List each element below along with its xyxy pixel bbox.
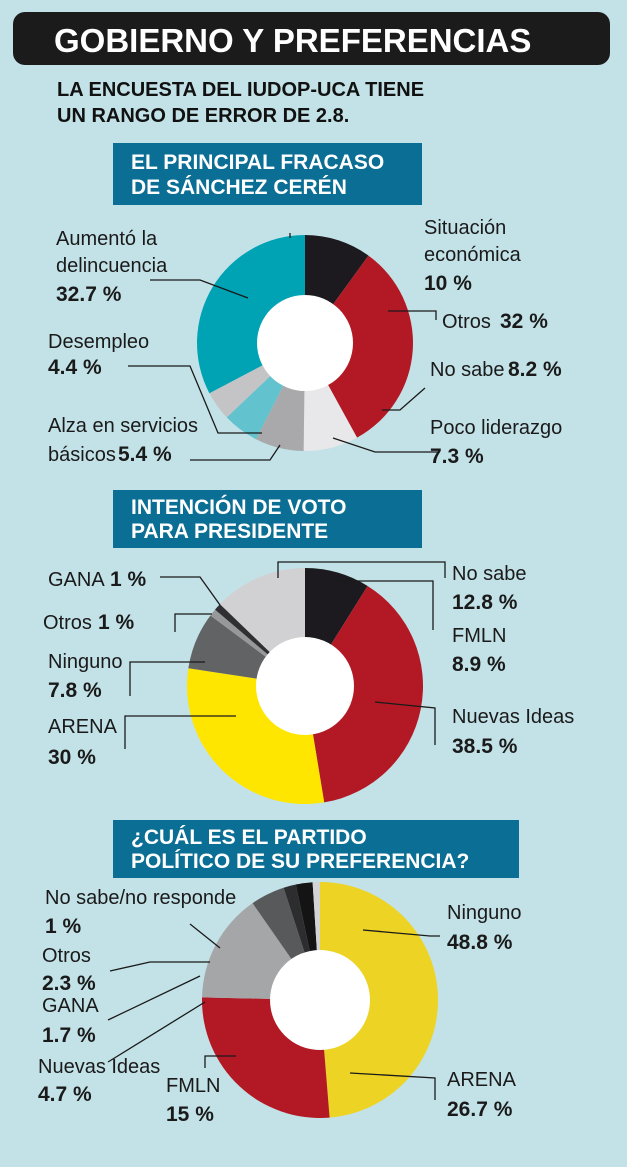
section-title-3-line-2: POLÍTICO DE SU PREFERENCIA? [131, 850, 469, 873]
value-alza: 5.4 % [118, 443, 172, 466]
value-otros-2: 1 % [98, 611, 135, 634]
label-arena-2: ARENA [48, 716, 118, 738]
leader-ninguno-3 [362, 929, 440, 937]
leader-nosabe-2 [277, 561, 446, 578]
value-fmln-3: 15 % [166, 1103, 214, 1126]
value-liderazgo: 7.3 % [430, 445, 484, 468]
leader-otros-1 [388, 310, 437, 320]
donut-2 [187, 568, 424, 805]
leader-otros-3 [109, 961, 210, 972]
section-title-1-line-2: DE SÁNCHEZ CERÉN [131, 176, 347, 199]
chart-partido-preferencia: ¿CUÁL ES EL PARTIDO POLÍTICO DE SU PREFE… [38, 820, 522, 1126]
value-gana-3: 1.7 % [42, 1024, 96, 1047]
value-nuevas-3: 4.7 % [38, 1083, 92, 1106]
leader-gana-2 [160, 576, 221, 606]
slice-ninguno [320, 882, 439, 1118]
value-otros-1: 32 % [500, 310, 548, 333]
value-otros-3: 2.3 % [42, 972, 96, 995]
label-alza-l1: Alza en servicios [48, 415, 198, 437]
label-nosabe-1: No sabe [430, 359, 505, 381]
value-nosabe-3: 1 % [45, 915, 82, 938]
section-title-2-line-2: PARA PRESIDENTE [131, 520, 328, 543]
label-otros-3: Otros [42, 945, 91, 967]
title-bar [13, 12, 610, 65]
value-ninguno-3: 48.8 % [447, 931, 513, 954]
leader-ninguno-2 [129, 661, 205, 696]
label-situacion-l2: económica [424, 244, 522, 266]
labels-3: Ninguno 48.8 % ARENA 26.7 % FMLN 15 % Nu… [38, 887, 522, 1126]
leader-nosabe-1 [382, 387, 426, 411]
label-ninguno-3: Ninguno [447, 902, 522, 924]
section-header-3 [113, 820, 519, 878]
main-title: GOBIERNO Y PREFERENCIAS [54, 22, 531, 59]
label-delincuencia-l1: Aumentó la [56, 228, 158, 250]
section-header-1 [113, 143, 422, 205]
value-delincuencia: 32.7 % [56, 283, 122, 306]
subtitle-line-1: LA ENCUESTA DEL IUDOP-UCA TIENE [57, 79, 424, 101]
leader-nuevas-2 [374, 701, 436, 745]
label-situacion-l1: Situación [424, 217, 506, 239]
chart-principal-fracaso: EL PRINCIPAL FRACASO DE SÁNCHEZ CERÉN Si… [48, 143, 562, 468]
value-fmln-2: 8.9 % [452, 653, 506, 676]
chart-intencion-voto: INTENCIÓN DE VOTO PARA PRESIDENTE No sab… [43, 490, 574, 805]
leader-nosabe-3 [189, 923, 221, 949]
leader-otros-2 [174, 613, 212, 632]
label-fmln-3: FMLN [166, 1075, 220, 1097]
label-ninguno-2: Ninguno [48, 651, 123, 673]
value-gana-2: 1 % [110, 568, 147, 591]
label-otros-1: Otros [442, 311, 491, 333]
donut-1 [197, 235, 413, 451]
label-gana-2: GANA [48, 569, 105, 591]
labels-1: Situación económica 10 % Otros 32 % No s… [48, 217, 562, 468]
donut-3 [202, 882, 439, 1119]
value-ninguno-2: 7.8 % [48, 679, 102, 702]
subtitle-line-2: UN RANGO DE ERROR DE 2.8. [57, 105, 349, 127]
donut-hole-3 [270, 950, 370, 1050]
leader-arena-2 [124, 715, 236, 749]
label-otros-2: Otros [43, 612, 92, 634]
section-header-2 [113, 490, 422, 548]
leader-fmln-3 [204, 1055, 236, 1068]
label-fmln-2: FMLN [452, 625, 506, 647]
section-title-1-line-1: EL PRINCIPAL FRACASO [131, 151, 384, 174]
label-arena-3: ARENA [447, 1069, 517, 1091]
donut-hole-2 [256, 637, 354, 735]
section-title-3-line-1: ¿CUÁL ES EL PARTIDO [131, 826, 367, 849]
slice-nuevas-ideas [305, 585, 424, 803]
label-nuevas-2: Nuevas Ideas [452, 706, 574, 728]
leader-arena-3 [349, 1072, 436, 1100]
label-nosabe-2: No sabe [452, 563, 527, 585]
leader-desempleo [128, 365, 262, 434]
section-title-2-line-1: INTENCIÓN DE VOTO [131, 495, 346, 519]
label-nosabe-3: No sabe/no responde [45, 887, 236, 909]
leader-alza [190, 444, 281, 461]
leader-fmln-2 [333, 580, 434, 630]
slice-otros [305, 255, 413, 438]
label-delincuencia-l2: delincuencia [56, 255, 168, 277]
value-arena-3: 26.7 % [447, 1098, 513, 1121]
labels-2: No sabe 12.8 % FMLN 8.9 % Nuevas Ideas 3… [43, 561, 574, 769]
leader-gana-3 [107, 975, 201, 1021]
label-desempleo: Desempleo [48, 331, 149, 353]
leader-liderazgo [332, 437, 440, 453]
leader-nuevas-3 [107, 1001, 206, 1063]
value-situacion: 10 % [424, 272, 472, 295]
value-nosabe-2: 12.8 % [452, 591, 518, 614]
label-nuevas-3: Nuevas Ideas [38, 1056, 160, 1078]
label-alza-l2: básicos [48, 444, 116, 466]
leader-delincuencia [150, 279, 249, 299]
label-liderazgo: Poco liderazgo [430, 417, 562, 439]
value-arena-2: 30 % [48, 746, 96, 769]
donut-hole-1 [257, 295, 353, 391]
label-gana-3: GANA [42, 995, 99, 1017]
value-nuevas-2: 38.5 % [452, 735, 518, 758]
value-nosabe-1: 8.2 % [508, 358, 562, 381]
value-desempleo: 4.4 % [48, 356, 102, 379]
